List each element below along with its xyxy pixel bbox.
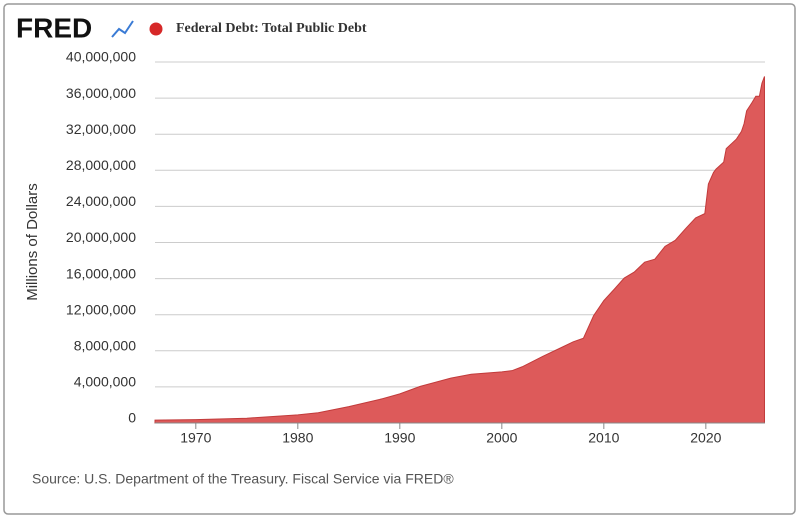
x-tick-label: 1970 <box>180 430 211 446</box>
x-tick-label: 1990 <box>384 430 415 446</box>
x-tick-label: 2020 <box>690 430 721 446</box>
y-tick-label: 0 <box>128 410 136 426</box>
legend-label: Federal Debt: Total Public Debt <box>176 21 367 36</box>
source: Source: U.S. Department of the Treasury.… <box>32 471 454 487</box>
y-tick-label: 32,000,000 <box>66 121 136 137</box>
x-tick-label: 1980 <box>282 430 313 446</box>
y-tick-label: 12,000,000 <box>66 301 136 317</box>
y-tick-label: 40,000,000 <box>66 49 136 65</box>
y-tick-label: 24,000,000 <box>66 193 136 209</box>
logo-icon <box>111 20 134 38</box>
x-tick-label: 2000 <box>486 430 517 446</box>
legend-marker <box>149 22 163 36</box>
y-tick-label: 16,000,000 <box>66 265 136 281</box>
y-tick-label: 36,000,000 <box>66 85 136 101</box>
y-tick-label: 20,000,000 <box>66 229 136 245</box>
y-tick-label: 4,000,000 <box>74 374 136 390</box>
y-tick-label: 8,000,000 <box>74 338 136 354</box>
x-tick-label: 2010 <box>588 430 619 446</box>
area <box>154 76 765 424</box>
y-axis-label: Millions of Dollars <box>24 183 41 301</box>
y-tick-label: 28,000,000 <box>66 157 136 173</box>
logo: FRED <box>16 12 92 43</box>
